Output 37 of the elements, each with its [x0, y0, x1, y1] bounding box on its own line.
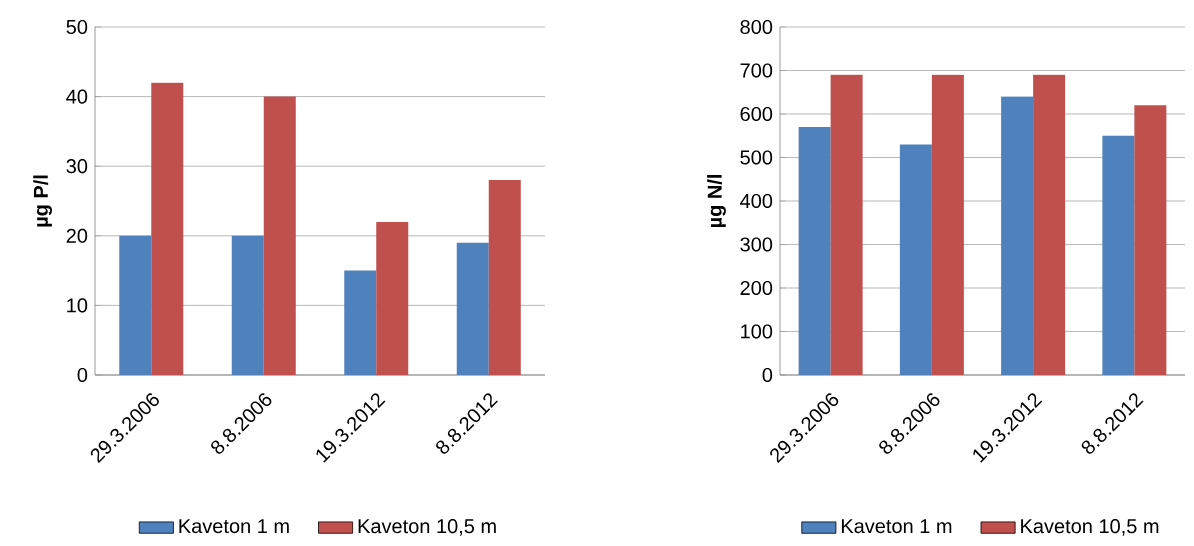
bar — [344, 270, 377, 375]
y-axis-title: µg N/l — [707, 175, 726, 228]
y-tick-label: 700 — [740, 63, 773, 78]
bar — [151, 82, 184, 375]
y-tick-label: 0 — [762, 367, 773, 383]
bar — [830, 74, 863, 375]
y-tick-label: 20 — [66, 228, 88, 243]
bar — [1033, 74, 1066, 375]
bar — [798, 127, 831, 375]
y-tick-label: 200 — [740, 280, 773, 296]
bar — [119, 235, 152, 375]
bar — [1001, 96, 1034, 375]
bar — [931, 74, 964, 375]
bar — [456, 242, 489, 375]
bar — [231, 235, 264, 375]
y-tick-label: 600 — [740, 106, 773, 122]
bar — [1102, 135, 1135, 375]
legend-label: Kaveton 1 m — [179, 519, 289, 534]
y-tick-label: 40 — [66, 89, 88, 104]
bar — [899, 144, 932, 375]
y-tick-label: 300 — [740, 237, 773, 252]
y-tick-label: 400 — [740, 193, 773, 209]
legend-label: Kaveton 10,5 m — [358, 519, 496, 536]
y-tick-label: 10 — [67, 298, 88, 313]
y-tick-label: 30 — [66, 159, 88, 174]
bar — [488, 180, 521, 375]
legend-label: Kaveton 1 m — [841, 519, 952, 534]
y-tick-label: 800 — [740, 19, 773, 35]
y-axis-title: µg P/l — [33, 175, 52, 227]
bar — [263, 96, 296, 375]
y-tick-label: 0 — [77, 367, 88, 383]
y-tick-label: 100 — [741, 324, 773, 339]
y-tick-label: 50 — [66, 19, 88, 35]
legend-label: Kaveton 10,5 m — [1021, 519, 1159, 536]
y-tick-label: 500 — [740, 150, 773, 165]
bar — [376, 221, 409, 375]
bar — [1134, 105, 1167, 375]
